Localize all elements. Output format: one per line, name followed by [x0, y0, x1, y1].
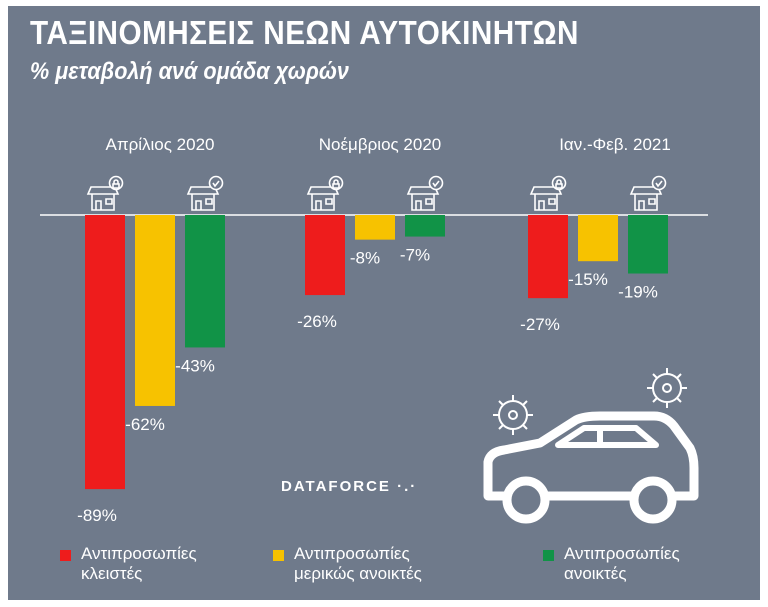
category-label: Ιαν.-Φεβ. 2021: [559, 135, 671, 154]
shop-closed-icon: [529, 175, 567, 211]
legend-label-open-line1: Αντιπροσωπίες: [564, 544, 680, 563]
data-label: -7%: [400, 246, 430, 265]
legend-swatch-partial: [273, 550, 284, 561]
category-label: Νοέμβριος 2020: [319, 135, 442, 154]
legend-label-closed-line1: Αντιπροσωπίες: [81, 544, 197, 563]
data-label: -19%: [618, 283, 658, 302]
virus-icon: [493, 395, 533, 435]
legend-swatch-closed: [60, 550, 71, 561]
legend-item-closed: Αντιπροσωπίες κλειστές: [60, 544, 197, 584]
car-icon: [483, 411, 699, 524]
legend-label-partial-line1: Αντιπροσωπίες: [294, 544, 410, 563]
data-label: -89%: [77, 506, 117, 525]
data-label: -8%: [350, 249, 380, 268]
legend-swatch-open: [543, 550, 554, 561]
bar-partial: [355, 215, 395, 240]
shop-open-icon: [629, 175, 667, 211]
chart-title: ΤΑΞΙΝΟΜΗΣΕΙΣ ΝΕΩΝ ΑΥΤΟΚΙΝΗΤΩΝ: [30, 14, 579, 51]
data-label: -26%: [297, 312, 337, 331]
bar-closed: [528, 215, 568, 299]
bar-closed: [85, 215, 125, 490]
bar-open: [628, 215, 668, 274]
shop-open-icon: [186, 175, 224, 211]
bar-closed: [305, 215, 345, 296]
legend-item-open: Αντιπροσωπίες ανοικτές: [543, 544, 680, 584]
legend-label-closed-line2: κλειστές: [81, 564, 143, 583]
legend-label-partial-line2: μερικώς ανοικτές: [294, 564, 422, 583]
data-label: -43%: [175, 356, 215, 375]
bar-partial: [135, 215, 175, 406]
chart-subtitle: % μεταβολή ανά ομάδα χωρών: [30, 58, 349, 85]
legend-item-partial: Αντιπροσωπίες μερικώς ανοικτές: [273, 544, 422, 584]
data-label: -27%: [520, 315, 560, 334]
legend-label-open-line2: ανοικτές: [564, 564, 627, 583]
shop-closed-icon: [306, 175, 344, 211]
virus-icon: [647, 368, 687, 408]
data-label: -15%: [568, 270, 608, 289]
bar-open: [185, 215, 225, 348]
data-label: -62%: [125, 415, 165, 434]
bar-open: [405, 215, 445, 237]
shop-closed-icon: [86, 175, 124, 211]
dataforce-logo: DATAFORCE ·.·: [281, 478, 418, 495]
shop-open-icon: [406, 175, 444, 211]
bar-partial: [578, 215, 618, 262]
category-label: Απρίλιος 2020: [106, 135, 215, 154]
